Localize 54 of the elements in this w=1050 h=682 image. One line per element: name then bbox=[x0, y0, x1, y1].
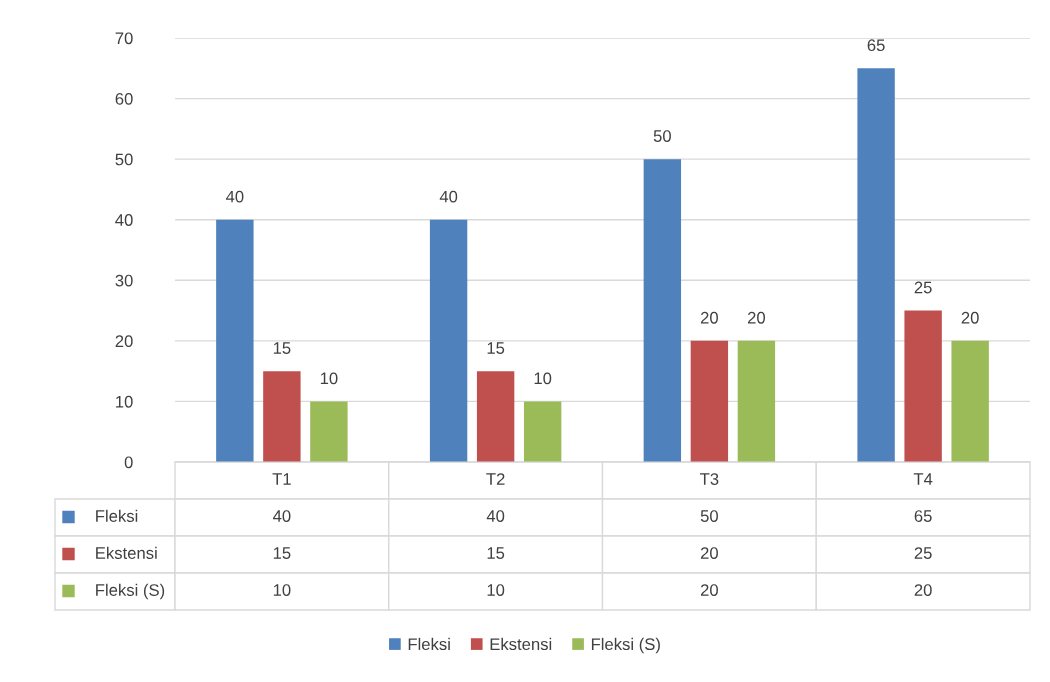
y-tick-label: 40 bbox=[115, 214, 133, 226]
y-tick-label: 30 bbox=[115, 274, 133, 287]
legend-label: Ekstensi bbox=[96, 546, 157, 559]
data-label: 10 bbox=[487, 584, 505, 596]
bar bbox=[857, 68, 895, 462]
y-tick-label: 70 bbox=[115, 32, 133, 45]
data-label: 20 bbox=[700, 584, 718, 596]
data-label: 50 bbox=[700, 510, 718, 522]
data-label: 65 bbox=[914, 510, 932, 522]
annotation: 50 bbox=[653, 130, 671, 142]
data-label: 20 bbox=[700, 547, 718, 559]
x-tick-label: T2 bbox=[486, 473, 505, 485]
annotation: 25 bbox=[914, 281, 932, 294]
legend-label: Fleksi (S) bbox=[591, 637, 660, 654]
x-tick-label: T4 bbox=[913, 473, 933, 485]
annotation: 20 bbox=[700, 311, 718, 324]
annotation: 20 bbox=[961, 311, 979, 324]
bar bbox=[429, 219, 468, 462]
bar bbox=[904, 310, 942, 462]
data-label: 15 bbox=[273, 547, 291, 559]
bar bbox=[523, 401, 562, 462]
data-label: 15 bbox=[487, 547, 505, 559]
y-tick-label: 60 bbox=[115, 92, 133, 105]
data-label: 20 bbox=[914, 584, 932, 596]
bar bbox=[643, 159, 682, 462]
bar bbox=[690, 340, 729, 462]
bar bbox=[263, 371, 301, 462]
y-tick-label: 20 bbox=[115, 335, 133, 348]
bar bbox=[951, 340, 989, 462]
y-tick-label: 10 bbox=[116, 395, 133, 408]
annotation: 20 bbox=[747, 311, 766, 324]
bar bbox=[476, 371, 515, 462]
bar bbox=[216, 219, 254, 462]
bar bbox=[737, 340, 776, 462]
y-tick-label: 50 bbox=[115, 153, 133, 166]
annotation: 65 bbox=[867, 39, 885, 52]
data-label: 40 bbox=[272, 510, 291, 522]
text: Fleksi bbox=[408, 637, 450, 651]
y-tick-label: 0 bbox=[124, 456, 133, 469]
annotation: 40 bbox=[225, 190, 244, 203]
annotation: 15 bbox=[273, 342, 291, 354]
legend-label: Fleksi bbox=[96, 509, 138, 522]
annotation: 40 bbox=[439, 190, 458, 203]
text: Fleksi (S) bbox=[96, 583, 165, 600]
x-tick-label: T3 bbox=[700, 473, 719, 485]
x-tick-label: T1 bbox=[272, 473, 291, 485]
bar bbox=[310, 401, 348, 462]
annotation: 15 bbox=[487, 342, 505, 354]
text: Ekstensi bbox=[490, 637, 552, 651]
annotation: 10 bbox=[320, 372, 338, 385]
annotation: 10 bbox=[534, 372, 552, 385]
data-label: 10 bbox=[273, 584, 291, 596]
data-label: 40 bbox=[486, 510, 505, 522]
data-label: 25 bbox=[914, 547, 932, 559]
